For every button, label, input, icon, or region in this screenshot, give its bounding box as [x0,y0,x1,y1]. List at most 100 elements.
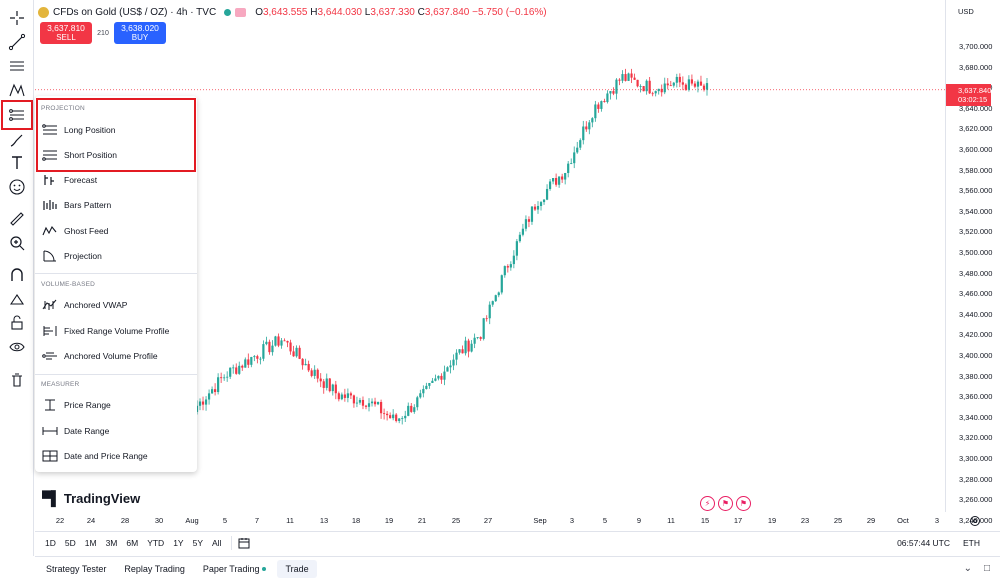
anchored-vwap-icon [41,298,59,312]
fib-retracement-icon[interactable] [5,54,29,78]
us-flag-event-icon[interactable]: ⚑ [718,496,733,511]
candle-body [301,358,304,366]
candle-body [376,401,380,405]
minimize-icon[interactable]: ⌄ [963,563,972,574]
time-tick: 28 [120,516,130,525]
candle-body [325,378,328,388]
tab-paper-trading[interactable]: Paper Trading [203,564,267,574]
candle-body [582,126,585,141]
candle-body [548,181,552,189]
candle-body [594,104,597,119]
ruler-icon[interactable] [5,207,29,231]
range-5y[interactable]: 5Y [192,537,203,548]
candle-body [298,347,301,359]
spread-value: 210 [97,29,109,37]
lightning-event-icon[interactable]: ⚡ [700,496,715,511]
price-chart[interactable] [35,0,945,512]
candle-body [349,393,353,396]
price-axis[interactable]: USD 3,700.0003,680.0003,660.0003,640.000… [945,0,1000,525]
candle-body [407,405,410,416]
price-tick: 3,700.000 [959,42,993,51]
candle-body [274,336,277,346]
time-tick: 7 [254,516,260,525]
range-6m[interactable]: 6M [126,537,139,548]
range-3m[interactable]: 3M [105,537,118,548]
chart-settings-icon[interactable] [969,515,981,527]
candle-body [545,188,549,200]
candle-body [696,81,700,87]
tradingview-logo[interactable]: ▀▌ TradingView [42,490,141,506]
magnet-icon[interactable] [5,263,29,287]
candle-body [642,86,645,92]
menu-item-ghost-feed[interactable]: Ghost Feed [38,220,194,242]
candle-body [564,173,567,180]
price-tick: 3,360.000 [959,392,993,402]
price-tick: 3,320.000 [959,433,993,443]
price-tick: 3,420.000 [959,330,993,340]
menu-item-long-position[interactable]: Long Position [38,119,194,141]
emoji-icon[interactable] [5,175,29,199]
menu-item-date-and-price-range[interactable]: Date and Price Range [38,445,194,467]
candle-body [392,414,395,419]
candle-body [295,347,298,357]
time-tick: 13 [319,516,329,525]
utc-clock[interactable]: 06:57:44 UTC [897,537,950,548]
zoom-in-icon[interactable] [5,231,29,255]
maximize-icon[interactable]: □ [983,563,990,574]
text-icon[interactable] [5,151,29,175]
menu-item-projection[interactable]: Projection [38,245,194,267]
menu-item-anchored-volume-profile[interactable]: Anchored Volume Profile [38,345,194,367]
lock-icon[interactable] [5,311,29,335]
range-1m[interactable]: 1M [84,537,97,548]
candle-body [404,415,407,419]
tab-trade[interactable]: Trade [277,559,317,578]
candle-body [660,88,663,93]
candle-body [579,140,582,148]
price-tick: 3,460.000 [959,289,993,299]
range-1y[interactable]: 1Y [173,537,184,548]
range-all[interactable]: All [212,537,222,548]
sell-button[interactable]: 3,637.810 SELL [40,22,92,44]
crosshair-icon[interactable] [5,6,29,30]
candle-body [446,367,449,372]
candle-body [693,83,697,87]
pattern-icon[interactable] [5,78,29,102]
us-flag-event-icon[interactable]: ⚑ [736,496,751,511]
menu-item-forecast[interactable]: Forecast [38,169,194,191]
candle-body [310,370,313,376]
range-1d[interactable]: 1D [45,537,56,548]
price-tick: 3,540.000 [959,206,993,216]
candle-body [370,401,374,404]
brush-icon[interactable] [5,128,29,152]
time-tick: Aug [185,516,199,525]
prediction-measurement-icon[interactable] [1,100,33,130]
menu-item-bars-pattern[interactable]: Bars Pattern [38,194,194,216]
candle-body [705,83,709,90]
currency-label[interactable]: USD [958,7,974,16]
tab-strategy-tester[interactable]: Strategy Tester [46,563,107,574]
symbol-title[interactable]: CFDs on Gold (US$ / OZ) · 4h · TVC [53,6,217,18]
time-tick: 5 [602,516,608,525]
session-label[interactable]: ETH [963,537,980,548]
trend-line-icon[interactable] [5,30,29,54]
range-ytd[interactable]: YTD [147,537,165,548]
lock-drawing-icon[interactable] [5,287,29,311]
menu-item-price-range[interactable]: Price Range [38,394,194,416]
candle-body [573,152,576,164]
time-axis[interactable]: 22 24 28 30 Aug 5 7 11 13 18 19 21 25 27 Sep 3 5 9 11 15 17 1… [35,512,1000,530]
price-tick: 3,640.000 [959,103,993,113]
trash-icon[interactable] [5,368,29,392]
menu-item-anchored-vwap[interactable]: Anchored VWAP [38,294,194,316]
candle-body [506,266,509,268]
candle-body [223,377,226,379]
eye-icon[interactable] [5,335,29,359]
tab-replay-trading[interactable]: Replay Trading [124,563,185,574]
buy-button[interactable]: 3,638.020 BUY [114,22,166,44]
calendar-icon[interactable] [238,537,250,549]
menu-item-date-range[interactable]: Date Range [38,420,194,442]
candle-body [570,163,573,164]
range-5d[interactable]: 5D [64,537,76,548]
candle-body [494,295,497,302]
menu-item-fixed-range-volume-profile[interactable]: Fixed Range Volume Profile [38,320,194,342]
menu-item-short-position[interactable]: Short Position [38,144,194,166]
